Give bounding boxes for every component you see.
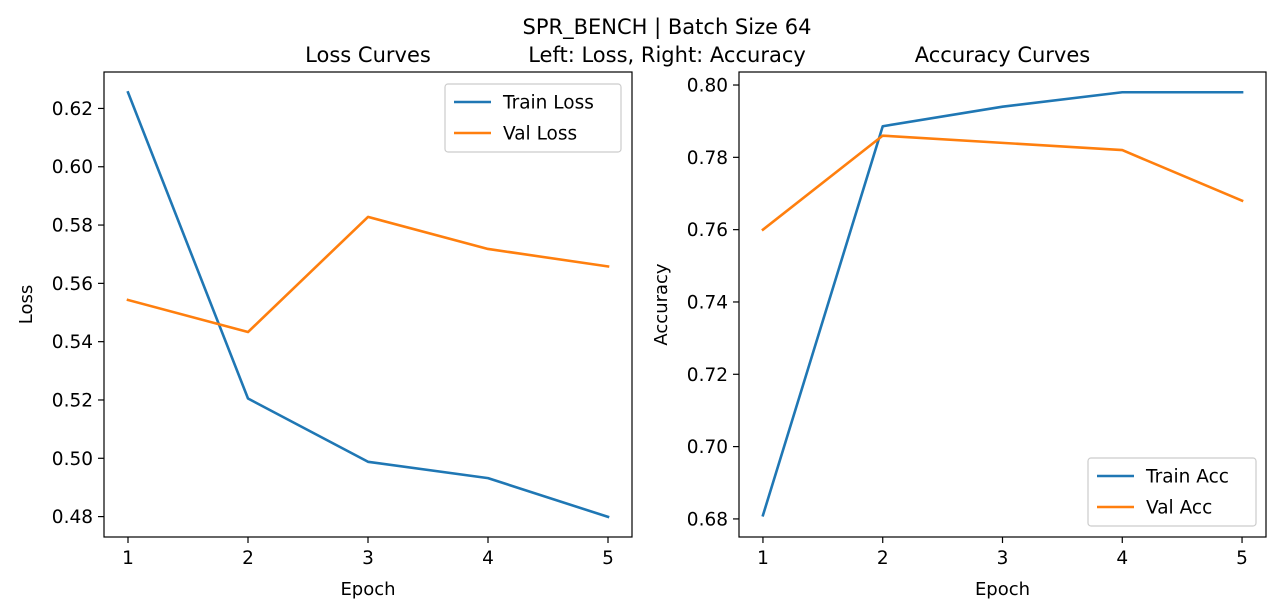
y-tick-label: 0.48 — [52, 507, 93, 528]
x-tick-label: 3 — [362, 548, 374, 569]
y-tick-label: 0.70 — [687, 437, 728, 458]
series-line-train-acc — [761, 90, 1244, 517]
x-tick-label: 5 — [602, 548, 614, 569]
y-tick-label: 0.54 — [52, 332, 93, 353]
y-tick-label: 0.58 — [52, 216, 93, 237]
x-tick-label: 3 — [997, 548, 1009, 569]
figure-suptitle-line2: Left: Loss, Right: Accuracy — [528, 43, 806, 67]
x-axis-label: Epoch — [340, 579, 395, 600]
y-tick-label: 0.60 — [52, 157, 93, 178]
y-tick-label: 0.56 — [52, 274, 93, 295]
x-tick-label: 1 — [757, 548, 769, 569]
y-tick-label: 0.80 — [687, 76, 728, 97]
legend: Train Acc Val Acc — [1087, 457, 1257, 527]
x-tick-label: 4 — [482, 548, 494, 569]
series-line-train-loss — [126, 90, 610, 519]
figure-suptitle-line1: SPR_BENCH | Batch Size 64 — [523, 15, 812, 40]
legend-entry: Val Acc — [1146, 498, 1212, 519]
legend-entry: Val Loss — [503, 124, 577, 145]
loss-chart: Loss Curves 1 2 3 4 5 0.48 0.50 0.52 0.54 0.56 0.58… — [16, 43, 633, 600]
y-tick-label: 0.72 — [687, 365, 728, 386]
chart-title: Loss Curves — [305, 43, 431, 67]
chart-title: Accuracy Curves — [915, 43, 1090, 67]
legend-entry: Train Acc — [1145, 467, 1229, 488]
series-line-val-acc — [761, 134, 1244, 232]
y-tick-label: 0.68 — [687, 509, 728, 530]
series-line-val-loss — [126, 215, 610, 334]
x-tick-label: 5 — [1236, 548, 1248, 569]
y-tick-label: 0.78 — [687, 148, 728, 169]
x-tick-label: 2 — [877, 548, 889, 569]
legend: Train Loss Val Loss — [444, 83, 622, 153]
legend-entry: Train Loss — [502, 93, 594, 114]
y-tick-label: 0.76 — [687, 220, 728, 241]
y-tick-label: 0.62 — [52, 99, 93, 120]
y-tick-label: 0.52 — [52, 390, 93, 411]
accuracy-chart: Accuracy Curves 1 2 3 4 5 0.68 0.70 0.72 0.74 0.76… — [651, 43, 1267, 600]
y-axis-label: Loss — [16, 285, 37, 324]
y-axis-label: Accuracy — [651, 263, 672, 346]
y-tick-label: 0.50 — [52, 449, 93, 470]
x-tick-label: 4 — [1116, 548, 1128, 569]
x-axis-label: Epoch — [975, 579, 1030, 600]
x-tick-label: 1 — [122, 548, 134, 569]
y-tick-label: 0.74 — [687, 292, 728, 313]
x-tick-label: 2 — [242, 548, 254, 569]
